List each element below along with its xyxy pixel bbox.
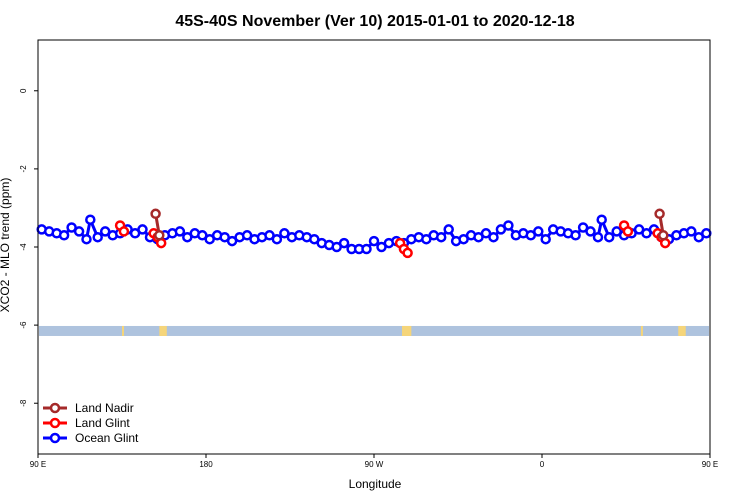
x-tick-label: 90 E: [702, 460, 718, 469]
data-point: [488, 231, 499, 243]
land-band-segment: [678, 325, 686, 336]
series-land-nadir: [150, 208, 669, 241]
series-layer: [36, 208, 712, 259]
x-tick-label: 90 E: [30, 460, 46, 469]
y-tick-label: -4: [19, 243, 28, 251]
land-ocean-band: [39, 325, 709, 336]
data-point: [118, 226, 130, 237]
data-point: [443, 224, 454, 235]
data-point: [503, 220, 514, 231]
data-point: [174, 226, 186, 237]
x-tick-label: 180: [199, 460, 213, 469]
legend-marker: [49, 417, 61, 429]
plot-frame: [37, 39, 711, 455]
data-point: [361, 243, 372, 255]
y-axis-label: XCO2 - MLO trend (ppm): [0, 178, 12, 313]
data-point: [58, 230, 70, 241]
legend-item: Land Glint: [43, 416, 130, 430]
data-point: [271, 233, 283, 245]
data-point: [596, 214, 607, 225]
data-point: [402, 247, 413, 259]
data-point: [150, 208, 161, 220]
land-band-segment: [159, 325, 167, 336]
data-point: [154, 230, 165, 241]
data-point: [585, 226, 596, 237]
data-point: [592, 231, 604, 243]
data-point: [137, 224, 148, 235]
legend-label: Land Nadir: [75, 401, 134, 415]
y-tick-label: -2: [19, 165, 28, 173]
data-point: [658, 230, 669, 241]
legend-label: Ocean Glint: [75, 431, 139, 445]
x-tick-label: 90 W: [365, 460, 384, 469]
y-tick-label: 0: [19, 88, 28, 93]
data-point: [540, 233, 551, 245]
data-point: [92, 231, 103, 243]
data-point: [701, 228, 712, 239]
legend-item: Ocean Glint: [43, 431, 139, 445]
x-axis-label: Longitude: [349, 477, 402, 491]
data-point: [368, 235, 380, 247]
legend-marker: [49, 402, 61, 414]
chart-title: 45S-40S November (Ver 10) 2015-01-01 to …: [175, 13, 574, 30]
data-point: [533, 226, 544, 237]
x-tick-label: 0: [540, 460, 545, 469]
data-point: [686, 226, 697, 237]
legend-label: Land Glint: [75, 416, 130, 430]
ocean-band: [39, 325, 709, 336]
land-band-segment: [640, 325, 643, 336]
legend-marker: [49, 432, 61, 444]
data-point: [622, 226, 634, 237]
data-point: [603, 231, 615, 243]
series-ocean-glint: [36, 214, 712, 255]
data-point: [81, 233, 92, 245]
land-band-segment: [402, 325, 412, 336]
data-point: [338, 237, 350, 249]
y-tick-label: -8: [19, 399, 28, 407]
data-point: [435, 231, 447, 243]
data-point: [654, 208, 665, 220]
data-point: [85, 214, 96, 225]
land-band-segment: [122, 325, 124, 336]
data-point: [73, 226, 85, 237]
legend-item: Land Nadir: [43, 401, 134, 415]
axes: 90 E 180 90 W 0 90 E 0 -2 -4 -6 -8: [19, 88, 718, 469]
y-tick-label: -6: [19, 321, 28, 329]
data-point: [570, 230, 581, 241]
